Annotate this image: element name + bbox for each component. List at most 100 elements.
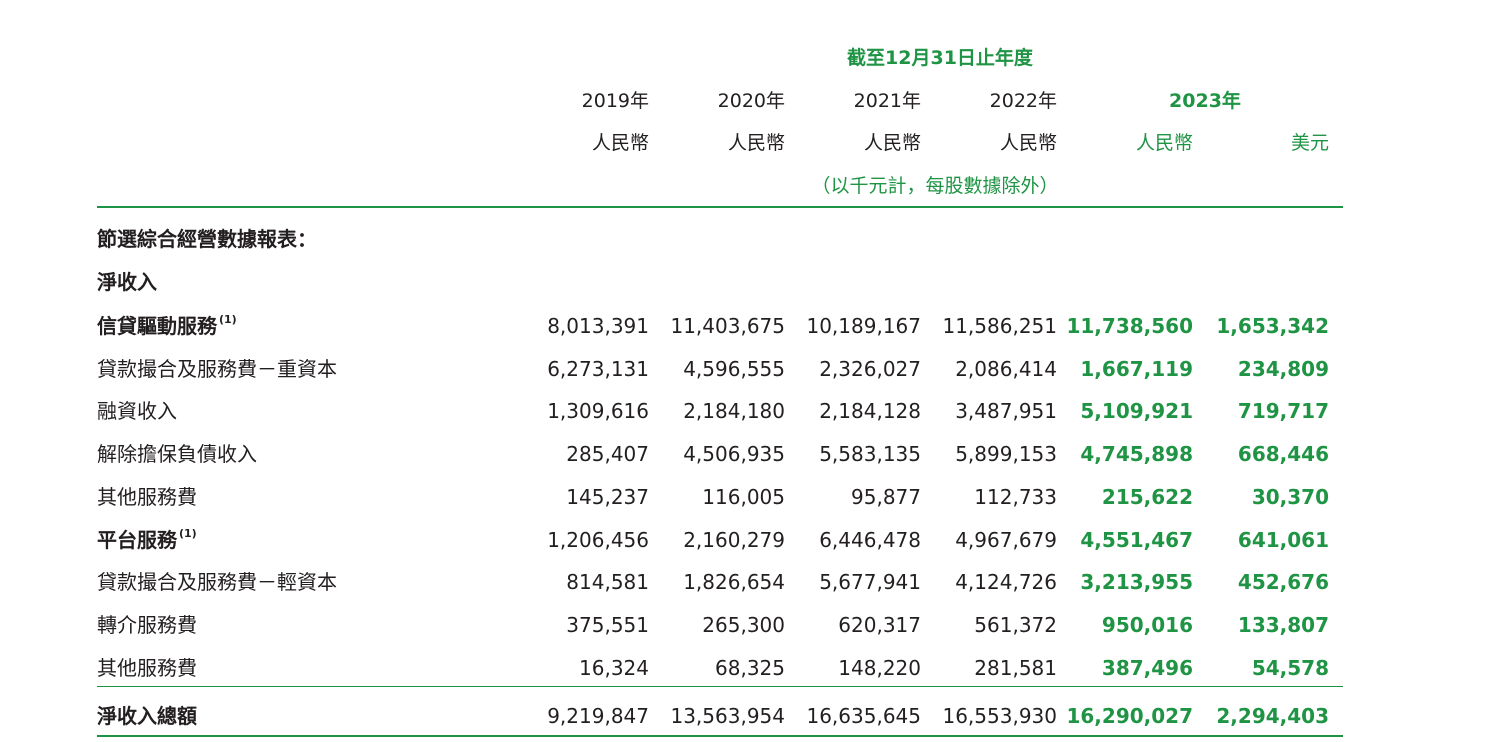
- value-2022: 112,733: [974, 485, 1057, 509]
- row-label: 貸款撮合及服務費－重資本: [97, 354, 337, 384]
- currency-2023-usd: 美元: [1290, 132, 1329, 154]
- year-2020: 2020年: [717, 90, 785, 112]
- table-row: 平台服務 (1) 1,206,456 2,160,279 6,446,478 4,967,…: [0, 525, 1512, 555]
- row-label-text: 融資收入: [97, 399, 177, 423]
- row-label: 融資收入: [97, 396, 177, 426]
- currency-2023-rmb: 人民幣: [1135, 132, 1193, 154]
- value-2020: 4,596,555: [683, 357, 785, 381]
- total-value-2023-rmb: 16,290,027: [1066, 704, 1193, 728]
- currency-2022: 人民幣: [999, 132, 1057, 154]
- total-top-rule: [97, 686, 1343, 687]
- value-2021: 95,877: [851, 485, 921, 509]
- value-2023-usd: 719,717: [1237, 399, 1329, 423]
- value-2023-rmb: 11,738,560: [1066, 314, 1193, 338]
- value-2019: 145,237: [566, 485, 649, 509]
- value-2021: 5,677,941: [819, 570, 921, 594]
- total-row: 淨收入總額 9,219,847 13,563,954 16,635,645 16…: [0, 701, 1512, 731]
- row-label-text: 解除擔保負債收入: [97, 442, 257, 466]
- total-label: 淨收入總額: [97, 704, 197, 728]
- bottom-rule: [97, 735, 1343, 737]
- header-rule: [97, 206, 1343, 208]
- value-2020: 11,403,675: [670, 314, 785, 338]
- total-value-2023-usd: 2,294,403: [1216, 704, 1329, 728]
- section-title: 節選綜合經營數據報表：: [97, 227, 317, 251]
- value-2023-rmb: 5,109,921: [1080, 399, 1193, 423]
- footnote-marker: (1): [219, 313, 237, 326]
- value-2023-rmb: 1,667,119: [1080, 357, 1193, 381]
- row-label-text: 貸款撮合及服務費－重資本: [97, 357, 337, 381]
- row-label-text: 信貸驅動服務: [97, 314, 217, 338]
- row-label: 平台服務 (1): [97, 525, 197, 555]
- value-2023-usd: 133,807: [1237, 613, 1329, 637]
- row-label: 其他服務費: [97, 482, 197, 512]
- value-2021: 2,326,027: [819, 357, 921, 381]
- value-2021: 10,189,167: [806, 314, 921, 338]
- value-2019: 1,309,616: [547, 399, 649, 423]
- section-subtitle-row: 淨收入: [0, 267, 1512, 297]
- year-2021: 2021年: [853, 90, 921, 112]
- row-label: 其他服務費: [97, 653, 197, 683]
- value-2021: 148,220: [838, 656, 921, 680]
- currency-2019: 人民幣: [591, 132, 649, 154]
- value-2023-rmb: 387,496: [1101, 656, 1193, 680]
- value-2019: 1,206,456: [547, 528, 649, 552]
- table-row: 融資收入 1,309,616 2,184,180 2,184,128 3,487,951…: [0, 396, 1512, 426]
- value-2022: 561,372: [974, 613, 1057, 637]
- table-row: 其他服務費 145,237 116,005 95,877 112,733 215,622 3…: [0, 482, 1512, 512]
- currency-2020: 人民幣: [727, 132, 785, 154]
- total-value-2020: 13,563,954: [670, 704, 785, 728]
- row-label-text: 其他服務費: [97, 485, 197, 509]
- value-2023-rmb: 3,213,955: [1080, 570, 1193, 594]
- value-2023-rmb: 4,745,898: [1080, 442, 1193, 466]
- value-2023-usd: 668,446: [1237, 442, 1329, 466]
- table-row: 貸款撮合及服務費－輕資本 814,581 1,826,654 5,677,941 4,1…: [0, 567, 1512, 597]
- table-row: 轉介服務費 375,551 265,300 620,317 561,372 950,016…: [0, 610, 1512, 640]
- value-2020: 1,826,654: [683, 570, 785, 594]
- footnote-marker: (1): [179, 527, 197, 540]
- value-2023-usd: 234,809: [1237, 357, 1329, 381]
- value-2022: 4,967,679: [955, 528, 1057, 552]
- table-row: 貸款撮合及服務費－重資本 6,273,131 4,596,555 2,326,027 2…: [0, 354, 1512, 384]
- total-value-2019: 9,219,847: [547, 704, 649, 728]
- value-2023-rmb: 4,551,467: [1080, 528, 1193, 552]
- value-2020: 265,300: [702, 613, 785, 637]
- period-heading: 截至12月31日止年度: [847, 47, 1033, 69]
- value-2023-rmb: 950,016: [1101, 613, 1193, 637]
- value-2023-usd: 54,578: [1251, 656, 1329, 680]
- value-2022: 3,487,951: [955, 399, 1057, 423]
- value-2020: 116,005: [702, 485, 785, 509]
- row-label-text: 貸款撮合及服務費－輕資本: [97, 570, 337, 594]
- row-label-text: 平台服務: [97, 528, 177, 552]
- value-2023-usd: 641,061: [1237, 528, 1329, 552]
- value-2020: 68,325: [715, 656, 785, 680]
- value-2023-usd: 1,653,342: [1216, 314, 1329, 338]
- value-2021: 5,583,135: [819, 442, 921, 466]
- section-subtitle: 淨收入: [97, 270, 157, 294]
- value-2022: 5,899,153: [955, 442, 1057, 466]
- total-value-2021: 16,635,645: [806, 704, 921, 728]
- value-2022: 2,086,414: [955, 357, 1057, 381]
- currency-2021: 人民幣: [863, 132, 921, 154]
- year-2023: 2023年: [1169, 90, 1241, 112]
- value-2023-usd: 30,370: [1251, 485, 1329, 509]
- table-row: 解除擔保負債收入 285,407 4,506,935 5,583,135 5,899,1…: [0, 439, 1512, 469]
- table-row: 其他服務費 16,324 68,325 148,220 281,581 387,496 54…: [0, 653, 1512, 683]
- section-title-row: 節選綜合經營數據報表：: [0, 224, 1512, 254]
- value-2020: 2,160,279: [683, 528, 785, 552]
- unit-note: （以千元計，每股數據除外）: [811, 175, 1059, 197]
- value-2022: 4,124,726: [955, 570, 1057, 594]
- value-2019: 6,273,131: [547, 357, 649, 381]
- value-2022: 281,581: [974, 656, 1057, 680]
- row-label-text: 其他服務費: [97, 656, 197, 680]
- row-label: 信貸驅動服務 (1): [97, 311, 237, 341]
- value-2019: 814,581: [566, 570, 649, 594]
- value-2020: 2,184,180: [683, 399, 785, 423]
- value-2022: 11,586,251: [942, 314, 1057, 338]
- year-2022: 2022年: [989, 90, 1057, 112]
- value-2019: 8,013,391: [547, 314, 649, 338]
- value-2021: 6,446,478: [819, 528, 921, 552]
- value-2023-usd: 452,676: [1237, 570, 1329, 594]
- value-2023-rmb: 215,622: [1101, 485, 1193, 509]
- value-2019: 16,324: [579, 656, 649, 680]
- year-2019: 2019年: [581, 90, 649, 112]
